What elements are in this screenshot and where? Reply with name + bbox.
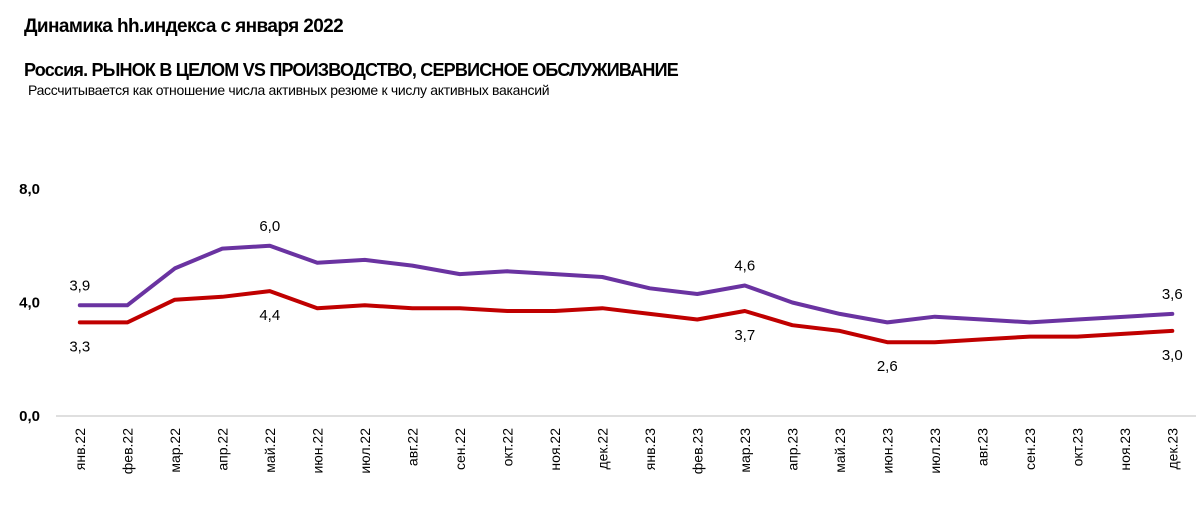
data-label: 4,6 [734,257,755,274]
data-label: 3,0 [1162,347,1183,364]
label-layer: 3,9 6,0 4,6 3,6 3,3 4,4 3,7 2,6 3,0 [69,218,1182,375]
x-tick-label: янв.23 [642,428,658,470]
series-line-1 [77,243,1175,325]
x-tick-label: июл.23 [927,428,943,474]
grid-layer: 0,0 4,0 8,0 янв.22 фев.22 мар.22 апр.22 май.22 и… [19,181,1196,474]
x-tick-label: янв.22 [72,428,88,470]
x-tick-label: июн.22 [309,428,325,474]
x-tick-label: дек.23 [1164,428,1180,470]
x-tick-label: авг.23 [974,428,990,466]
data-label: 3,7 [734,327,755,344]
x-tick-label: апр.23 [784,428,800,471]
x-tick-label: ноя.22 [547,428,563,471]
data-label: 2,6 [877,358,898,375]
x-tick-label: окт.23 [1069,428,1085,467]
x-tick-label: фев.23 [689,428,705,474]
chart-subtitle: Россия. РЫНОК В ЦЕЛОМ VS ПРОИЗВОДСТВО, С… [24,60,679,80]
data-label: 6,0 [259,218,280,235]
x-tick-label: дек.22 [594,428,610,470]
y-tick-label: 4,0 [19,295,40,312]
x-tick-label: июл.22 [357,428,373,474]
data-label: 3,6 [1162,286,1183,303]
x-tick-label: май.23 [832,428,848,473]
y-tick-label: 0,0 [19,408,40,425]
x-tick-label: мар.23 [737,428,753,473]
chart-title: Динамика hh.индекса с января 2022 [24,16,344,37]
data-label: 3,3 [69,338,90,355]
series-layer [77,243,1175,345]
x-tick-label: мар.22 [167,428,183,473]
x-tick-label: май.22 [262,428,278,473]
chart-note: Рассчитывается как отношение числа актив… [28,82,550,98]
y-tick-label: 8,0 [19,181,40,198]
x-tick-label: июн.23 [879,428,895,474]
x-tick-label: сен.22 [452,428,468,470]
data-label: 3,9 [69,277,90,294]
x-tick-label: сен.23 [1022,428,1038,470]
x-tick-label: ноя.23 [1117,428,1133,471]
x-tick-label: апр.22 [214,428,230,471]
x-tick-label: фев.22 [119,428,135,474]
series-line-2 [77,289,1175,345]
x-tick-label: авг.22 [404,428,420,466]
x-tick-label: окт.22 [499,428,515,467]
data-label: 4,4 [259,307,280,324]
